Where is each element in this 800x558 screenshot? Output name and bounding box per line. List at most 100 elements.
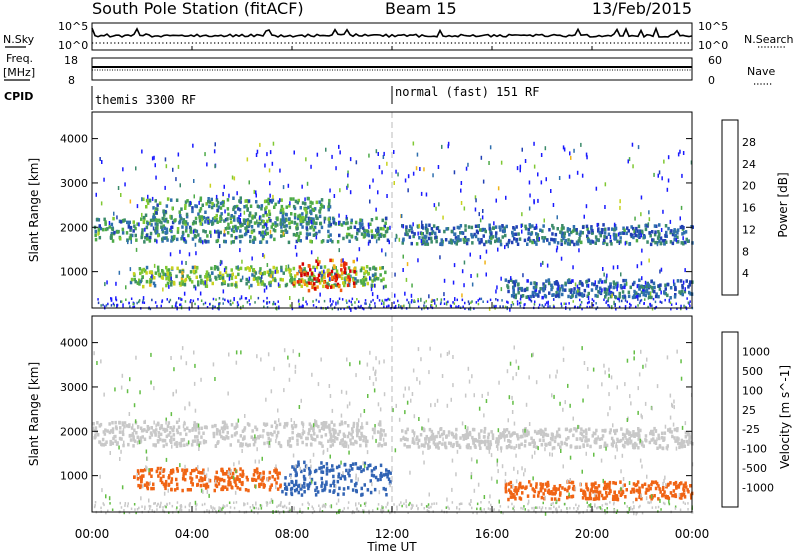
echo-cell [221, 426, 224, 430]
echo-cell [542, 224, 545, 228]
noise-cell [482, 209, 484, 213]
noise-cell [533, 199, 535, 203]
echo-cell [524, 444, 527, 448]
echo-cell [452, 445, 455, 449]
echo-cell [262, 235, 265, 239]
echo-cell [200, 435, 203, 439]
echo-cell [337, 480, 340, 484]
noise-cell [396, 235, 398, 239]
clutter-cell [545, 303, 547, 306]
noise-cell [330, 455, 332, 459]
clutter-cell [365, 299, 367, 302]
echo-cell [365, 436, 368, 440]
noise-cell [567, 479, 569, 483]
echo-cell [170, 488, 173, 492]
echo-cell [464, 228, 467, 232]
noise-cell [550, 189, 552, 193]
echo-cell [328, 224, 331, 228]
echo-cell [445, 227, 448, 231]
echo-cell [416, 242, 419, 246]
echo-cell [259, 241, 262, 245]
clutter-cell [128, 302, 130, 305]
echo-cell [242, 430, 245, 434]
echo-cell [456, 242, 459, 246]
echo-cell [557, 241, 560, 245]
echo-cell [660, 242, 663, 246]
echo-cell [495, 225, 498, 229]
noise-cell [646, 358, 648, 362]
noise-cell [568, 493, 570, 497]
echo-cell [146, 280, 149, 284]
echo-cell [303, 485, 306, 489]
clutter-cell [278, 300, 280, 303]
noise-cell [265, 398, 267, 402]
noise-cell [582, 174, 584, 178]
echo-cell [291, 431, 294, 435]
echo-cell [135, 234, 138, 238]
noise-cell [342, 258, 344, 262]
echo-cell [182, 231, 185, 235]
echo-cell [130, 226, 133, 230]
echo-cell [133, 429, 136, 433]
nave-tick-top: 60 [708, 54, 722, 67]
noise-cell [258, 460, 260, 464]
noise-cell [567, 384, 569, 388]
echo-cell [365, 444, 368, 448]
echo-cell [166, 204, 169, 208]
echo-cell [325, 433, 328, 437]
echo-cell [371, 473, 374, 477]
echo-cell [257, 476, 260, 480]
noise-cell [522, 273, 524, 277]
echo-cell [301, 212, 304, 216]
echo-cell [234, 432, 237, 436]
echo-cell [355, 482, 358, 486]
noise-cell [670, 416, 672, 420]
noise-cell [466, 167, 468, 171]
echo-cell [142, 435, 145, 439]
noise-cell [453, 281, 455, 285]
echo-cell [306, 284, 309, 288]
echo-cell [384, 285, 387, 289]
echo-cell [261, 282, 264, 286]
echo-cell [455, 436, 458, 440]
noise-cell [471, 457, 473, 461]
noise-cell [442, 374, 444, 378]
noise-cell [406, 278, 408, 282]
echo-cell [271, 425, 274, 429]
noise-cell [487, 392, 489, 396]
echo-cell [385, 217, 388, 221]
echo-cell [294, 469, 297, 473]
echo-cell [301, 225, 304, 229]
noise-cell [247, 221, 249, 225]
noise-cell [668, 155, 670, 159]
clutter-cell [549, 305, 551, 308]
noise-cell [264, 255, 266, 259]
echo-cell [455, 428, 458, 432]
noise-cell [546, 433, 548, 437]
echo-cell [646, 240, 649, 244]
noise-cell [653, 173, 655, 177]
echo-cell [501, 224, 504, 228]
noise-cell [641, 261, 643, 265]
echo-cell [230, 220, 233, 224]
echo-cell [278, 441, 281, 445]
echo-cell [601, 494, 604, 498]
echo-cell [599, 491, 602, 495]
clutter-cell [237, 301, 239, 304]
echo-cell [466, 242, 469, 246]
echo-cell [600, 234, 603, 238]
noise-cell [490, 446, 492, 450]
echo-cell [461, 231, 464, 235]
echo-cell [661, 432, 664, 436]
noise-cell [604, 370, 606, 374]
noise-cell [440, 354, 442, 358]
colorbar-frame [722, 120, 738, 295]
echo-cell [445, 238, 448, 242]
echo-cell [569, 228, 572, 232]
echo-cell [384, 433, 387, 437]
noise-cell [429, 493, 431, 497]
noise-cell [421, 426, 423, 430]
echo-cell [153, 282, 156, 286]
echo-cell [166, 428, 169, 432]
noise-cell [449, 351, 451, 355]
